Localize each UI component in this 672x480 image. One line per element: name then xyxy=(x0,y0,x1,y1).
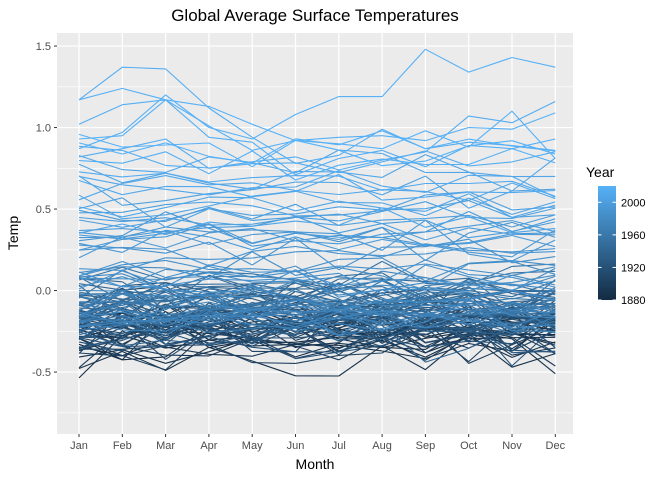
x-tick-label: Nov xyxy=(502,440,522,452)
series-line-1955 xyxy=(78,291,556,332)
series-line-1969 xyxy=(78,310,556,336)
series-line-2016 xyxy=(78,66,556,164)
x-tick-label: Oct xyxy=(460,440,477,452)
series-line-2023 xyxy=(78,48,556,150)
series-line-1975 xyxy=(78,290,556,317)
x-tick-label: Feb xyxy=(113,440,132,452)
series-line-2010 xyxy=(78,175,556,201)
y-tick-label: 0.0 xyxy=(36,286,51,298)
y-axis: -0.5 0.0 0.5 1.0 1.5 xyxy=(32,41,57,379)
series-line-1985 xyxy=(78,260,556,279)
series-line-2005 xyxy=(78,190,556,220)
x-tick-label: Jul xyxy=(332,440,346,452)
series-line-1963 xyxy=(78,309,556,336)
series-lines xyxy=(78,48,556,379)
series-line-1980 xyxy=(78,267,556,298)
series-line-2012 xyxy=(78,173,556,201)
series-line-2011 xyxy=(78,170,556,198)
y-tick-label: -0.5 xyxy=(32,367,51,379)
series-line-1970 xyxy=(78,310,556,332)
series-line-1966 xyxy=(78,307,556,333)
series-line-1958 xyxy=(78,294,556,316)
series-line-1987 xyxy=(78,264,556,295)
legend-tick-label: 2000 xyxy=(621,197,645,209)
series-line-2019 xyxy=(78,99,556,151)
plot-panel xyxy=(57,33,573,434)
series-line-1995 xyxy=(78,210,556,249)
series-line-1921 xyxy=(78,316,556,353)
series-line-1957 xyxy=(78,282,556,309)
x-tick-label: Jan xyxy=(70,440,88,452)
legend-title: Year xyxy=(586,164,615,180)
x-tick-label: Dec xyxy=(546,440,566,452)
x-tick-label: Sep xyxy=(416,440,436,452)
x-tick-label: Aug xyxy=(372,440,392,452)
series-line-2022 xyxy=(78,130,556,164)
series-line-2014 xyxy=(78,145,556,174)
x-tick-label: May xyxy=(242,440,263,452)
series-line-2004 xyxy=(78,175,556,209)
y-tick-label: 1.5 xyxy=(36,41,51,53)
legend-colorbar xyxy=(598,186,616,300)
y-axis-title: Temp xyxy=(5,216,21,250)
x-tick-label: Apr xyxy=(200,440,217,452)
legend-tick-label: 1880 xyxy=(621,295,645,307)
series-line-1983 xyxy=(78,272,556,287)
series-line-1988 xyxy=(78,237,556,271)
series-line-1991 xyxy=(78,245,556,267)
series-line-1896 xyxy=(78,311,556,364)
series-line-2001 xyxy=(78,201,556,228)
x-axis: Jan Feb Mar Apr May Jun Jul Aug Sep Oct Nov Dec xyxy=(70,434,566,452)
x-axis-title: Month xyxy=(296,456,335,472)
series-line-1999 xyxy=(78,215,556,241)
series-line-1934 xyxy=(78,298,556,340)
series-line-1904 xyxy=(78,322,556,364)
series-line-1997 xyxy=(78,220,556,244)
y-tick-label: 0.5 xyxy=(36,204,51,216)
x-tick-label: Jun xyxy=(287,440,305,452)
series-line-1993 xyxy=(78,223,556,258)
legend: Year 1880 1920 1960 2000 xyxy=(586,164,645,307)
legend-tick-label: 1920 xyxy=(621,262,645,274)
series-line-2015 xyxy=(78,101,556,171)
series-line-2003 xyxy=(78,197,556,228)
series-line-1984 xyxy=(78,257,556,282)
series-line-2009 xyxy=(78,149,556,178)
series-line-2002 xyxy=(78,191,556,217)
y-tick-label: 1.0 xyxy=(36,123,51,135)
series-line-1972 xyxy=(78,302,556,330)
series-line-1962 xyxy=(78,298,556,322)
series-line-1981 xyxy=(78,251,556,291)
series-line-1986 xyxy=(78,259,556,288)
series-line-1968 xyxy=(78,304,556,331)
series-line-1938 xyxy=(78,301,556,342)
legend-ticks: 1880 1920 1960 2000 xyxy=(598,197,645,307)
chart-title: Global Average Surface Temperatures xyxy=(171,6,459,25)
series-line-1935 xyxy=(78,294,556,346)
x-tick-label: Mar xyxy=(156,440,175,452)
series-line-2006 xyxy=(78,207,556,236)
series-line-1976 xyxy=(78,286,556,311)
series-line-2021 xyxy=(78,133,556,168)
series-line-2018 xyxy=(78,148,556,181)
series-line-1989 xyxy=(78,243,556,272)
legend-tick-label: 1960 xyxy=(621,230,645,242)
series-line-2013 xyxy=(78,171,556,197)
series-line-1967 xyxy=(78,289,556,310)
series-line-1900 xyxy=(78,316,556,371)
